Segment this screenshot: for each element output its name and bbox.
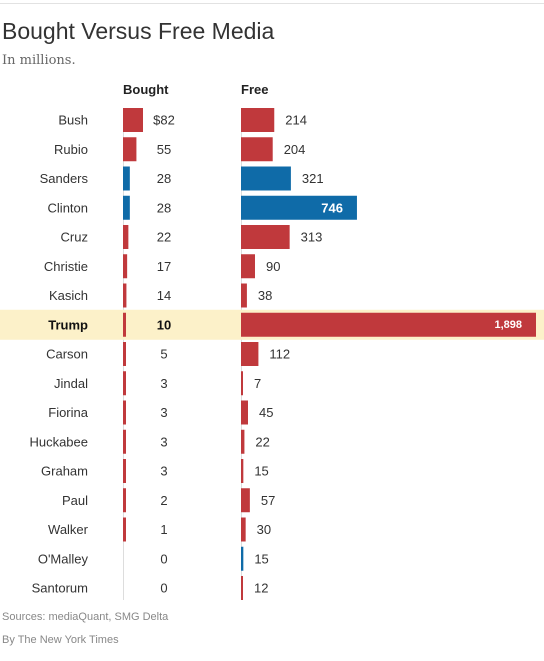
bought-value-graham: 3 bbox=[160, 464, 167, 479]
free-bar-cruz bbox=[241, 225, 290, 249]
bought-value-kasich: 14 bbox=[157, 288, 171, 303]
bought-bar-rubio bbox=[123, 137, 137, 162]
free-value-jindal: 7 bbox=[254, 376, 261, 391]
free-bar-paul bbox=[241, 488, 250, 513]
bought-bar-fiorina bbox=[123, 400, 126, 425]
bought-column-header: Bought bbox=[123, 82, 169, 97]
free-bar-christie bbox=[241, 254, 255, 279]
free-bar-santorum bbox=[241, 576, 243, 600]
bought-value-trump: 10 bbox=[157, 317, 171, 332]
bought-value-sanders: 28 bbox=[157, 171, 171, 186]
free-value-omalley: 15 bbox=[254, 551, 268, 566]
free-bar-sanders bbox=[241, 166, 291, 191]
category-label-santorum: Santorum bbox=[32, 581, 88, 596]
category-label-fiorina: Fiorina bbox=[48, 405, 89, 420]
category-label-trump: Trump bbox=[48, 317, 88, 332]
free-bar-huckabee bbox=[241, 429, 245, 454]
bought-bar-bush bbox=[123, 108, 143, 132]
bought-value-omalley: 0 bbox=[160, 551, 167, 566]
bought-bar-paul bbox=[123, 488, 126, 513]
free-value-cruz: 313 bbox=[301, 230, 323, 245]
free-bar-omalley bbox=[241, 546, 244, 571]
bought-bar-graham bbox=[123, 459, 126, 483]
category-label-sanders: Sanders bbox=[40, 171, 89, 186]
free-bar-graham bbox=[241, 459, 244, 483]
free-value-santorum: 12 bbox=[254, 581, 268, 596]
free-value-clinton: 746 bbox=[321, 200, 343, 215]
bought-value-bush: $82 bbox=[153, 113, 175, 128]
category-label-kasich: Kasich bbox=[49, 288, 88, 303]
bought-bar-huckabee bbox=[123, 429, 126, 454]
chart-subtitle: In millions. bbox=[2, 53, 76, 68]
free-value-christie: 90 bbox=[266, 259, 280, 274]
category-label-huckabee: Huckabee bbox=[29, 434, 88, 449]
category-label-cruz: Cruz bbox=[61, 230, 88, 245]
category-label-bush: Bush bbox=[58, 113, 88, 128]
bought-value-christie: 17 bbox=[157, 259, 171, 274]
free-bar-jindal bbox=[241, 371, 243, 396]
free-value-carson: 112 bbox=[269, 347, 290, 362]
bought-bar-trump bbox=[123, 312, 126, 337]
free-value-graham: 15 bbox=[254, 464, 268, 479]
bought-bar-kasich bbox=[123, 283, 127, 308]
bought-value-huckabee: 3 bbox=[160, 434, 167, 449]
bought-value-jindal: 3 bbox=[160, 376, 167, 391]
free-bar-clinton bbox=[241, 195, 357, 220]
category-label-paul: Paul bbox=[62, 493, 88, 508]
bought-value-rubio: 55 bbox=[157, 142, 171, 157]
free-bar-fiorina bbox=[241, 400, 248, 425]
byline: By The New York Times bbox=[2, 634, 119, 646]
free-value-bush: 214 bbox=[285, 113, 307, 128]
free-bar-walker bbox=[241, 517, 246, 542]
top-rule bbox=[0, 3, 544, 4]
bought-value-cruz: 22 bbox=[157, 230, 171, 245]
free-value-trump: 1,898 bbox=[494, 319, 522, 331]
bought-value-clinton: 28 bbox=[157, 200, 171, 215]
category-label-walker: Walker bbox=[48, 522, 89, 537]
free-value-fiorina: 45 bbox=[259, 405, 273, 420]
category-label-clinton: Clinton bbox=[48, 200, 88, 215]
category-label-carson: Carson bbox=[46, 347, 88, 362]
free-bar-carson bbox=[241, 342, 259, 366]
free-value-kasich: 38 bbox=[258, 288, 272, 303]
free-value-huckabee: 22 bbox=[255, 434, 269, 449]
bought-bar-carson bbox=[123, 342, 126, 366]
category-label-rubio: Rubio bbox=[54, 142, 88, 157]
free-column-header: Free bbox=[241, 82, 269, 97]
bought-bar-cruz bbox=[123, 225, 129, 249]
bought-bar-christie bbox=[123, 254, 128, 279]
bought-value-paul: 2 bbox=[160, 493, 167, 508]
bought-value-fiorina: 3 bbox=[160, 405, 167, 420]
free-value-paul: 57 bbox=[261, 493, 275, 508]
free-bar-rubio bbox=[241, 137, 273, 162]
bought-bar-clinton bbox=[123, 195, 130, 220]
sources-note: Sources: mediaQuant, SMG Delta bbox=[2, 611, 169, 623]
free-value-rubio: 204 bbox=[284, 142, 306, 157]
bought-bar-sanders bbox=[123, 166, 130, 191]
chart-title: Bought Versus Free Media bbox=[2, 18, 275, 44]
category-label-jindal: Jindal bbox=[54, 376, 88, 391]
bought-bar-walker bbox=[123, 517, 126, 542]
bought-value-walker: 1 bbox=[160, 522, 167, 537]
category-label-christie: Christie bbox=[44, 259, 88, 274]
free-bar-bush bbox=[241, 108, 275, 132]
free-bar-kasich bbox=[241, 283, 247, 308]
category-label-graham: Graham bbox=[41, 464, 88, 479]
category-label-omalley: O'Malley bbox=[38, 551, 89, 566]
bought-bar-jindal bbox=[123, 371, 126, 396]
free-value-walker: 30 bbox=[257, 522, 271, 537]
free-bar-trump bbox=[241, 312, 536, 337]
bought-value-santorum: 0 bbox=[160, 581, 167, 596]
free-value-sanders: 321 bbox=[302, 171, 324, 186]
bought-value-carson: 5 bbox=[160, 347, 167, 362]
